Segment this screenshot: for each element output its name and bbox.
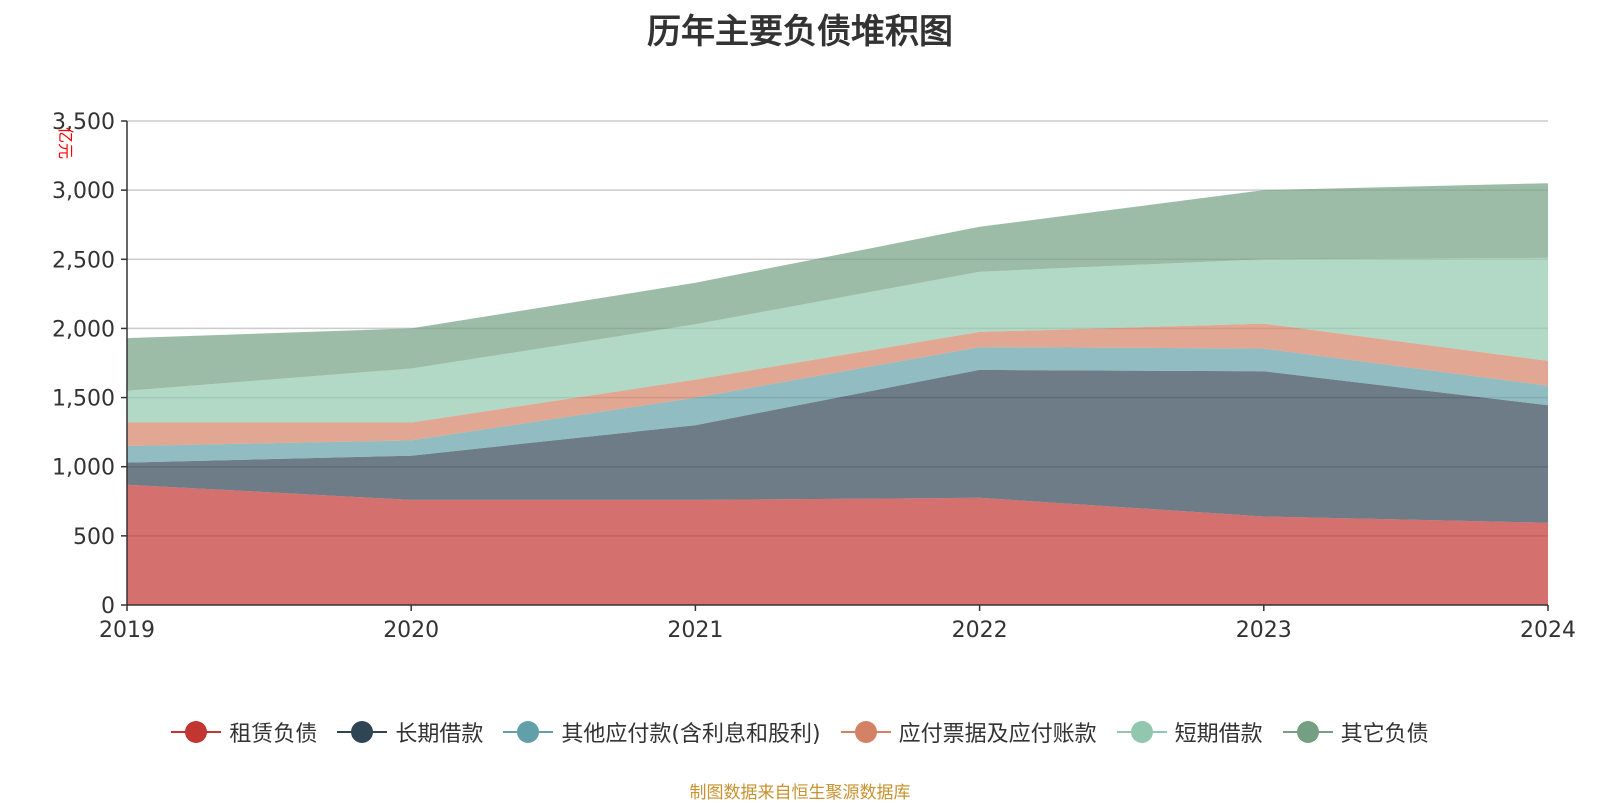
legend-label: 短期借款	[1174, 722, 1263, 747]
area-series-2	[127, 369, 1548, 523]
y-tick-label: 3,500	[52, 110, 115, 135]
legend-symbol-icon	[1116, 720, 1167, 744]
x-tick-label: 2019	[99, 618, 155, 643]
axes: 0 500 1,000 1,500 2,000 2,500 3,000 3,500 2019 20…	[52, 110, 1576, 643]
legend-item[interactable]: 其它负债	[1282, 716, 1429, 748]
x-tick-label: 2022	[952, 618, 1008, 643]
legend-item[interactable]: 租赁负债	[171, 716, 317, 748]
y-tick-label: 3,000	[52, 179, 115, 204]
chart-title: 历年主要负债堆积图	[647, 12, 953, 52]
area-series-3	[127, 347, 1548, 463]
legend-symbol-icon	[171, 720, 222, 744]
area-series-1	[127, 484, 1548, 605]
area-series-5	[127, 257, 1548, 423]
y-tick-label: 2,500	[52, 248, 115, 273]
legend-label: 长期借款	[395, 722, 484, 747]
x-tick-label: 2024	[1520, 618, 1576, 643]
legend: 租赁负债 长期借款 其他应付款(含利息和股利) 应付票据及应付账款 短期借款 其它负债	[0, 716, 1600, 748]
area-series-4	[127, 323, 1548, 446]
legend-item[interactable]: 短期借款	[1116, 716, 1263, 748]
x-tick-label: 2023	[1236, 618, 1292, 643]
area-series-6	[127, 183, 1548, 391]
legend-symbol-icon	[503, 720, 554, 744]
y-tick-label: 0	[101, 594, 115, 619]
legend-symbol-icon	[1282, 720, 1333, 744]
legend-item[interactable]: 应付票据及应付账款	[840, 716, 1097, 748]
y-axis-unit-label: 亿元	[56, 127, 75, 159]
legend-symbol-icon	[337, 720, 388, 744]
source-note: 制图数据来自恒生聚源数据库	[689, 783, 911, 803]
legend-symbol-icon	[840, 720, 891, 744]
area-series-layer	[127, 183, 1548, 605]
y-tick-label: 500	[73, 525, 115, 550]
y-tick-label: 2,000	[52, 317, 115, 342]
legend-label: 其他应付款(含利息和股利)	[561, 722, 821, 747]
y-tick-label: 1,000	[52, 456, 115, 481]
legend-item[interactable]: 长期借款	[337, 716, 483, 748]
stacked-area-chart: 0 500 1,000 1,500 2,000 2,500 3,000 3,500 2019 20…	[52, 110, 1576, 643]
y-tick-label: 1,500	[52, 387, 115, 412]
legend-label: 其它负债	[1340, 722, 1429, 747]
x-tick-label: 2020	[383, 618, 439, 643]
legend-label: 租赁负债	[229, 722, 318, 747]
legend-item[interactable]: 其他应付款(含利息和股利)	[503, 716, 821, 748]
legend-label: 应付票据及应付账款	[898, 722, 1097, 747]
x-tick-label: 2021	[667, 618, 723, 643]
